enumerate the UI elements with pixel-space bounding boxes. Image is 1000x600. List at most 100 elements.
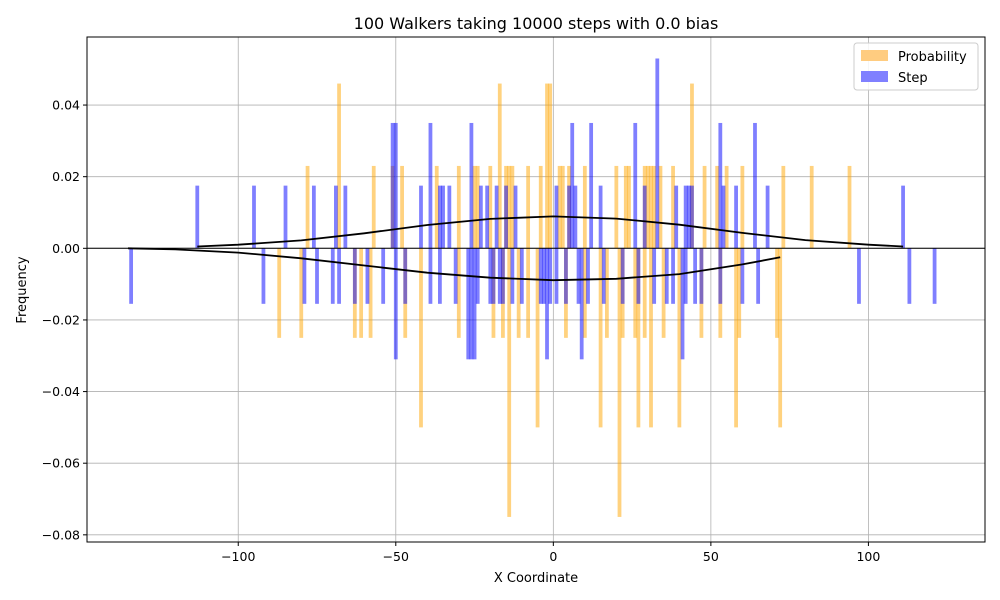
plot-frame bbox=[86, 36, 986, 543]
step-bar-73 bbox=[693, 248, 698, 304]
step-bar-79 bbox=[740, 248, 745, 304]
probability-bar-51 bbox=[649, 248, 653, 428]
x-ticks: −100 −50 0 50 100 bbox=[221, 542, 880, 564]
step-bar-12 bbox=[352, 248, 357, 304]
probability-bar-1 bbox=[299, 248, 304, 338]
step-bar-85 bbox=[907, 248, 912, 304]
probability-bar-16 bbox=[475, 165, 480, 249]
y-tick-label-4: 0.00 bbox=[52, 241, 80, 256]
step-bar-64 bbox=[655, 58, 660, 249]
step-bar-30 bbox=[472, 248, 477, 360]
step-bar-35 bbox=[491, 248, 496, 304]
step-bar-47 bbox=[554, 248, 559, 304]
probability-bar-9 bbox=[400, 165, 404, 249]
probability-bar-12 bbox=[434, 165, 439, 249]
probability-bar-30 bbox=[545, 83, 549, 249]
probability-bar-0 bbox=[277, 248, 282, 338]
step-bar-61 bbox=[636, 248, 641, 304]
y-tick-label-0: −0.08 bbox=[42, 527, 80, 542]
step-bar-40 bbox=[510, 248, 515, 304]
step-bar-41 bbox=[513, 185, 518, 249]
x-tick-label-1: −50 bbox=[383, 549, 409, 564]
step-bar-77 bbox=[721, 185, 726, 249]
probability-bar-70 bbox=[847, 165, 852, 249]
step-bar-44 bbox=[541, 248, 546, 304]
step-bar-33 bbox=[485, 185, 490, 249]
step-bar-25 bbox=[447, 185, 452, 249]
probability-bar-50 bbox=[649, 165, 653, 249]
step-bar-66 bbox=[671, 248, 675, 304]
step-bar-26 bbox=[453, 248, 458, 304]
probability-bar-63 bbox=[734, 248, 738, 428]
step-bar-15 bbox=[390, 122, 395, 249]
probability-bar-43 bbox=[623, 165, 628, 249]
step-bar-6 bbox=[311, 185, 316, 249]
y-tick-label-6: 0.04 bbox=[52, 98, 80, 113]
step-bar-80 bbox=[753, 122, 757, 249]
step-bar-36 bbox=[494, 185, 499, 249]
probability-bar-45 bbox=[633, 248, 638, 338]
step-bar-72 bbox=[690, 185, 694, 249]
step-bar-19 bbox=[419, 185, 423, 249]
step-bar-70 bbox=[683, 185, 688, 249]
x-axis-label: X Coordinate bbox=[494, 571, 578, 586]
probability-bar-41 bbox=[617, 248, 622, 517]
step-bar-54 bbox=[579, 248, 584, 360]
probability-bar-54 bbox=[661, 248, 666, 338]
step-bar-60 bbox=[633, 122, 638, 249]
probability-bar-36 bbox=[582, 248, 587, 338]
step-bar-16 bbox=[393, 248, 398, 360]
step-bar-39 bbox=[504, 185, 508, 249]
step-bar-59 bbox=[620, 248, 625, 304]
probability-bar-28 bbox=[535, 248, 540, 428]
step-bar-38 bbox=[501, 248, 505, 304]
probability-bar-27 bbox=[526, 165, 531, 249]
legend-label-probability: Probability bbox=[898, 50, 967, 65]
step-bar-71 bbox=[686, 185, 691, 249]
probability-bar-6 bbox=[368, 248, 373, 338]
step-bar-24 bbox=[441, 185, 445, 249]
probability-bar-25 bbox=[516, 248, 521, 338]
probability-bar-38 bbox=[598, 248, 603, 428]
step-bar-58 bbox=[601, 248, 606, 304]
probability-bar-47 bbox=[642, 248, 647, 338]
step-bar-84 bbox=[901, 185, 905, 249]
probability-bar-64 bbox=[737, 248, 742, 338]
step-bar-49 bbox=[564, 248, 568, 304]
probability-bar-67 bbox=[778, 248, 783, 428]
step-bar-76 bbox=[718, 248, 723, 304]
y-tick-label-1: −0.06 bbox=[42, 456, 80, 471]
step-bar-78 bbox=[734, 185, 738, 249]
probability-bar-57 bbox=[690, 83, 694, 249]
step-bar-57 bbox=[598, 185, 603, 249]
step-bar-22 bbox=[438, 185, 442, 249]
step-bar-82 bbox=[765, 185, 770, 249]
step-bar-45 bbox=[545, 248, 549, 360]
probability-bar-2 bbox=[305, 165, 310, 249]
step-bar-75 bbox=[718, 122, 723, 249]
probability-bar-14 bbox=[456, 165, 461, 249]
step-bar-62 bbox=[642, 185, 647, 249]
probability-bar-13 bbox=[456, 248, 461, 338]
probability-bar-29 bbox=[538, 165, 543, 249]
probability-bar-7 bbox=[371, 165, 376, 249]
step-bar-4 bbox=[283, 185, 288, 249]
step-bar-69 bbox=[683, 248, 688, 304]
probability-bar-46 bbox=[636, 248, 641, 428]
probability-bar-53 bbox=[658, 165, 663, 249]
probability-bar-19 bbox=[497, 83, 502, 249]
step-bar-43 bbox=[538, 248, 543, 304]
probability-bar-11 bbox=[419, 248, 423, 428]
probability-bar-39 bbox=[605, 248, 609, 338]
step-bar-10 bbox=[337, 248, 341, 304]
y-tick-label-2: −0.04 bbox=[42, 384, 80, 399]
step-bar-55 bbox=[586, 248, 590, 304]
step-bar-1 bbox=[195, 185, 200, 249]
step-bar-67 bbox=[674, 185, 679, 249]
step-bar-51 bbox=[570, 122, 575, 249]
step-bar-28 bbox=[469, 122, 474, 249]
step-bar-8 bbox=[330, 248, 335, 304]
probability-bar-66 bbox=[775, 248, 779, 338]
curves bbox=[127, 215, 904, 282]
